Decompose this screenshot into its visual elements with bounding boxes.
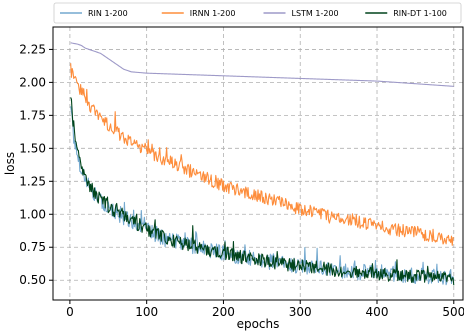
series-line-irnn-1-200 [70,63,455,246]
y-tick-label: 1.50 [19,141,46,155]
y-axis-label: loss [3,152,17,175]
series-line-rin-dt-1-100 [70,97,455,286]
y-tick-label: 1.25 [19,174,46,188]
x-tick-label: 300 [289,305,312,319]
y-tick-label: 1.00 [19,207,46,221]
legend: RIN 1-200 IRNN 1-200 LSTM 1-200 RIN-DT 1-10… [53,2,462,24]
y-tick-label: 0.50 [19,273,46,287]
y-tick-label: 2.25 [19,42,46,56]
x-tick-label: 200 [212,305,235,319]
series-line-lstm-1-200 [70,42,454,87]
legend-label: IRNN 1-200 [190,9,236,18]
legend-label: LSTM 1-200 [292,9,339,18]
y-tick-label: 2.00 [19,75,46,89]
plot-area [53,27,463,300]
y-tick-label: 1.75 [19,108,46,122]
x-tick-label: 500 [442,305,464,319]
axes: 0 100 200 300 400 500 0.50 0.75 1.00 1.25 1.50 1.75… [19,26,464,319]
legend-box [53,2,462,24]
legend-label: RIN-DT 1-100 [393,9,447,18]
x-axis-label: epochs [237,317,280,331]
x-tick-label: 400 [366,305,389,319]
x-tick-label: 100 [135,305,158,319]
y-tick-label: 0.75 [19,240,46,254]
x-tick-label: 0 [66,305,74,319]
legend-label: RIN 1-200 [88,9,128,18]
plot-frame [52,26,464,301]
